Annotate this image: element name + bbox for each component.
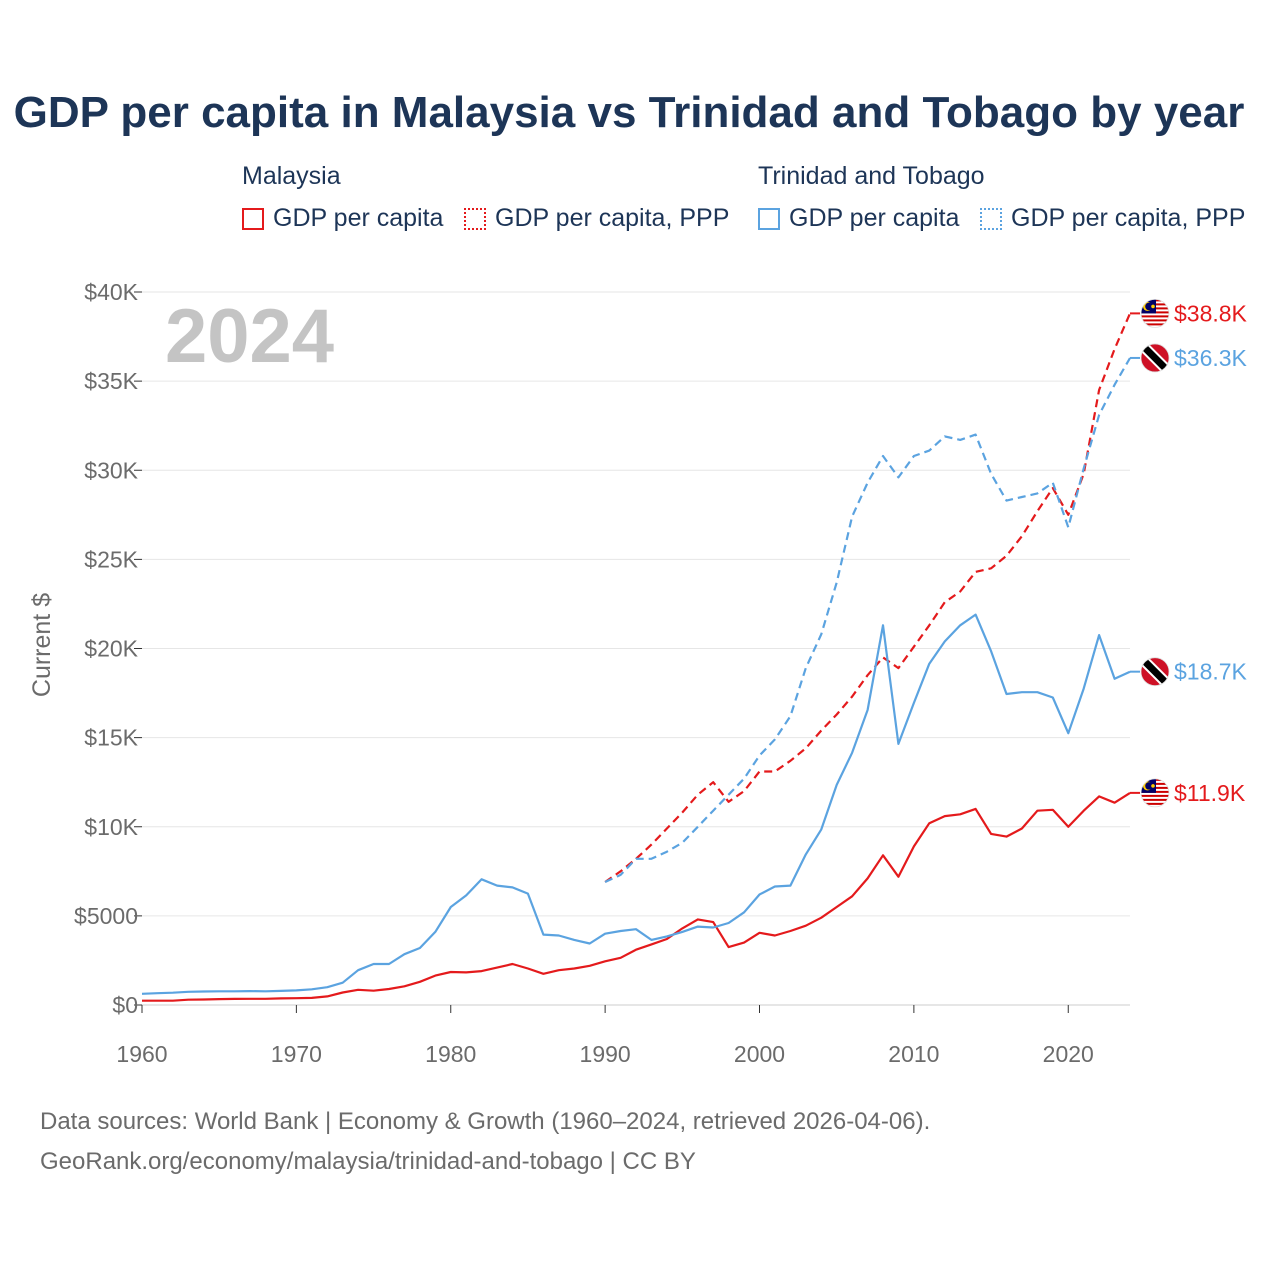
y-tick-label: $40K: [84, 279, 138, 305]
series-lines: [141, 312, 1132, 1002]
y-axis-label: Current $: [28, 593, 56, 697]
legend-swatch-malaysia-gdp: [242, 208, 264, 230]
source-text: Data sources: World Bank | Economy & Gro…: [40, 1108, 931, 1135]
trinidad-flag-icon: [1140, 657, 1170, 687]
end-value-label: $36.3K: [1174, 345, 1248, 371]
legend-swatch-trinidad-gdp: [758, 208, 780, 230]
y-tick-label: $10K: [84, 814, 138, 840]
y-tick-label: $0: [112, 992, 138, 1018]
x-tick-label: 1960: [116, 1041, 167, 1067]
legend-label-trinidad-gdp: GDP per capita: [789, 204, 960, 232]
source-url: GeoRank.org/economy/malaysia/trinidad-an…: [40, 1148, 696, 1175]
legend-label-malaysia-ppp: GDP per capita, PPP: [495, 204, 730, 232]
legend-group-title-trinidad: Trinidad and Tobago: [758, 162, 985, 190]
y-tick-label: $35K: [84, 368, 138, 394]
x-tick-label: 2020: [1043, 1041, 1094, 1067]
y-tick-label: $5000: [74, 903, 138, 929]
x-tick-label: 1990: [580, 1041, 631, 1067]
malaysia-flag-icon: [1140, 778, 1170, 808]
end-value-label: $18.7K: [1174, 659, 1248, 685]
x-tick-label: 1980: [425, 1041, 476, 1067]
series-line-0: [142, 791, 1131, 1002]
trinidad-flag-icon: [1140, 343, 1170, 373]
legend-group-title-malaysia: Malaysia: [242, 162, 341, 190]
end-value-label: $11.9K: [1174, 780, 1246, 806]
x-tick-label: 1970: [271, 1041, 322, 1067]
x-tick-label: 2010: [888, 1041, 939, 1067]
series-line-3: [604, 357, 1131, 884]
series-line-1: [604, 312, 1132, 883]
legend-swatch-malaysia-ppp: [464, 208, 486, 230]
axes: $0 $5000 $10K $15K $20K $25K $30K $35K $40K 1960 1…: [74, 279, 1130, 1067]
end-labels: $11.9K $38.8K $18.7K $36.3K: [1130, 298, 1248, 808]
year-watermark: 2024: [165, 294, 334, 379]
y-tick-label: $25K: [84, 546, 138, 572]
legend-swatch-trinidad-ppp: [980, 208, 1002, 230]
gridlines: [142, 291, 1130, 1006]
y-tick-label: $15K: [84, 725, 138, 751]
series-line-2: [141, 613, 1131, 995]
chart-title: GDP per capita in Malaysia vs Trinidad a…: [13, 88, 1245, 137]
y-tick-label: $30K: [84, 457, 138, 483]
malaysia-flag-icon: [1140, 298, 1170, 328]
legend-label-trinidad-ppp: GDP per capita, PPP: [1011, 204, 1246, 232]
y-tick-label: $20K: [84, 636, 138, 662]
legend-label-malaysia-gdp: GDP per capita: [273, 204, 444, 232]
end-value-label: $38.8K: [1174, 300, 1248, 326]
x-tick-label: 2000: [734, 1041, 785, 1067]
